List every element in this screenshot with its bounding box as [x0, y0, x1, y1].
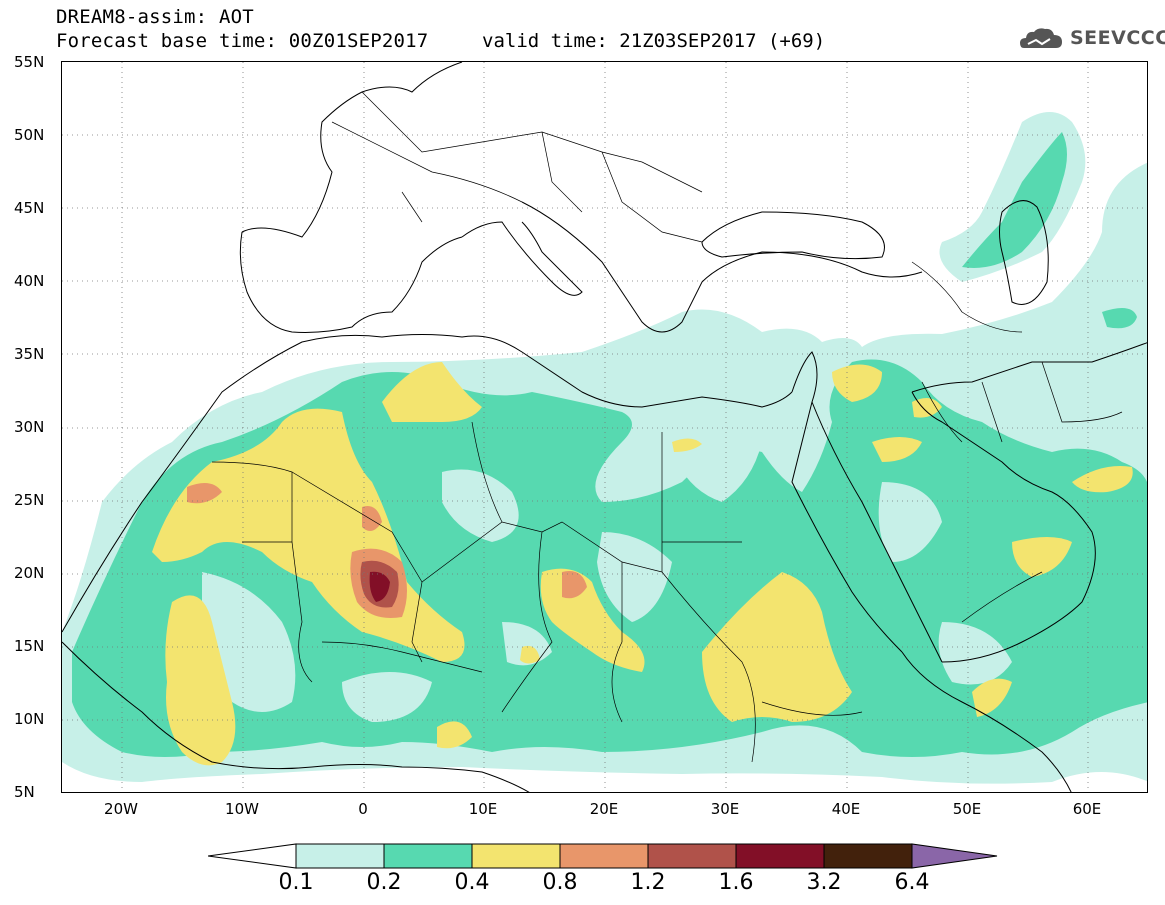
legend-swatch-3: [471, 843, 561, 869]
map-title: DREAM8-assim: AOT: [56, 6, 254, 28]
lon-label-20e: 20E: [589, 800, 619, 818]
lat-label-15n: 15N: [14, 637, 45, 655]
legend-swatch-1: [295, 843, 385, 869]
legend-label-3-2: 3.2: [806, 870, 842, 895]
lat-label-5n: 5N: [14, 783, 35, 801]
legend-label-6-4: 6.4: [894, 870, 930, 895]
legend-swatch-6: [735, 843, 825, 869]
legend-label-0-1: 0.1: [278, 870, 314, 895]
legend-label-0-4: 0.4: [454, 870, 490, 895]
lon-label-50e: 50E: [952, 800, 982, 818]
country-borders: [211, 91, 1123, 763]
cloud-logo-icon: [1020, 28, 1062, 48]
lat-label-40n: 40N: [14, 272, 45, 290]
lon-label-40e: 40E: [831, 800, 861, 818]
lon-label-0: 0: [358, 800, 368, 818]
lat-label-20n: 20N: [14, 564, 45, 582]
lon-label-10w: 10W: [225, 800, 259, 818]
logo: [1018, 24, 1158, 56]
lon-label-30e: 30E: [710, 800, 740, 818]
legend-label-1-2: 1.2: [630, 870, 666, 895]
legend-swatch-4: [559, 843, 649, 869]
lon-label-10e: 10E: [468, 800, 498, 818]
lat-label-30n: 30N: [14, 418, 45, 436]
logo-text: SEEVCCC: [1070, 27, 1165, 49]
aot-map: [61, 61, 1148, 793]
lat-label-10n: 10N: [14, 710, 45, 728]
legend-swatch-5: [647, 843, 737, 869]
lat-label-45n: 45N: [14, 199, 45, 217]
legend-label-0-2: 0.2: [366, 870, 402, 895]
color-legend: [208, 843, 998, 869]
lon-label-60e: 60E: [1072, 800, 1102, 818]
legend-swatch-2: [383, 843, 473, 869]
valid-time: valid time: 21Z03SEP2017 (+69): [482, 30, 826, 52]
lon-label-20w: 20W: [104, 800, 138, 818]
lat-label-55n: 55N: [14, 53, 45, 71]
aot-level-1-6: [369, 571, 390, 602]
map-canvas: [62, 62, 1147, 792]
lat-label-35n: 35N: [14, 345, 45, 363]
lat-label-25n: 25N: [14, 491, 45, 509]
legend-label-1-6: 1.6: [718, 870, 754, 895]
legend-swatch-below: [208, 843, 297, 869]
map-grid: [62, 62, 1147, 792]
coastlines: [62, 62, 1147, 792]
lat-label-50n: 50N: [14, 126, 45, 144]
legend-swatch-7: [823, 843, 913, 869]
legend-label-0-8: 0.8: [542, 870, 578, 895]
legend-swatch-above: [911, 843, 998, 869]
forecast-base-time: Forecast base time: 00Z01SEP2017: [56, 30, 429, 52]
